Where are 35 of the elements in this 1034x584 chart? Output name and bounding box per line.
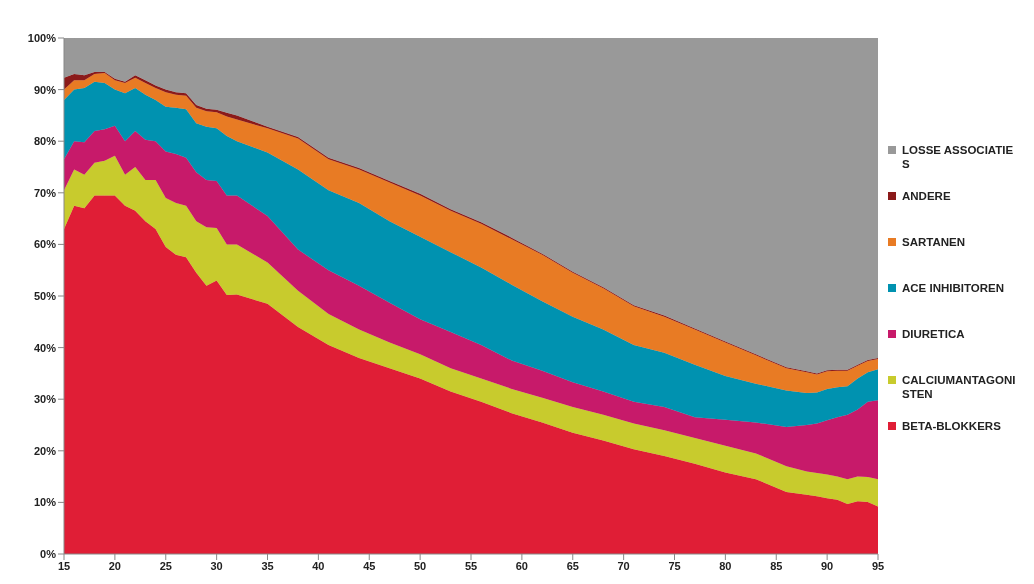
- x-tick-label: 85: [770, 559, 783, 572]
- y-tick-label: 80%: [33, 135, 57, 148]
- y-tick-label: 100%: [27, 31, 57, 44]
- legend-label: SARTANEN: [902, 235, 967, 249]
- legend-label: ANDERE: [902, 189, 952, 203]
- x-tick-label: 30: [210, 559, 223, 572]
- x-tick-label: 75: [668, 559, 681, 572]
- x-tick-label: 80: [719, 559, 732, 572]
- x-tick-label: 15: [57, 559, 71, 572]
- y-tick-label: 30%: [33, 393, 57, 406]
- x-tick-label: 90: [821, 559, 834, 572]
- y-tick-label: 0%: [40, 547, 57, 560]
- legend-label: CALCIUMANTAGONISTEN: [902, 373, 1017, 401]
- x-tick-label: 25: [159, 559, 172, 572]
- x-tick-label: 40: [312, 559, 325, 572]
- x-tick-label: 35: [261, 559, 274, 572]
- legend-label: BETA-BLOKKERS: [902, 419, 1002, 433]
- legend-label: LOSSE ASSOCIATIES: [902, 143, 1015, 171]
- y-tick-label: 10%: [33, 496, 57, 509]
- x-tick-label: 50: [414, 559, 427, 572]
- y-tick-label: 20%: [33, 444, 57, 457]
- y-tick-label: 70%: [33, 186, 57, 199]
- x-tick-label: 60: [515, 559, 528, 572]
- x-tick-label: 65: [566, 559, 579, 572]
- x-tick-label: 20: [108, 559, 121, 572]
- y-tick-label: 40%: [33, 341, 57, 354]
- x-tick-label: 70: [617, 559, 630, 572]
- x-tick-label: 45: [363, 559, 376, 572]
- y-tick-label: 60%: [33, 238, 57, 251]
- legend-label: DIURETICA: [902, 327, 966, 341]
- legend-label: ACE INHIBITOREN: [902, 281, 1006, 295]
- x-tick-label: 95: [871, 559, 885, 572]
- y-tick-label: 90%: [33, 83, 57, 96]
- y-tick-label: 50%: [33, 289, 57, 302]
- x-tick-label: 55: [464, 559, 478, 572]
